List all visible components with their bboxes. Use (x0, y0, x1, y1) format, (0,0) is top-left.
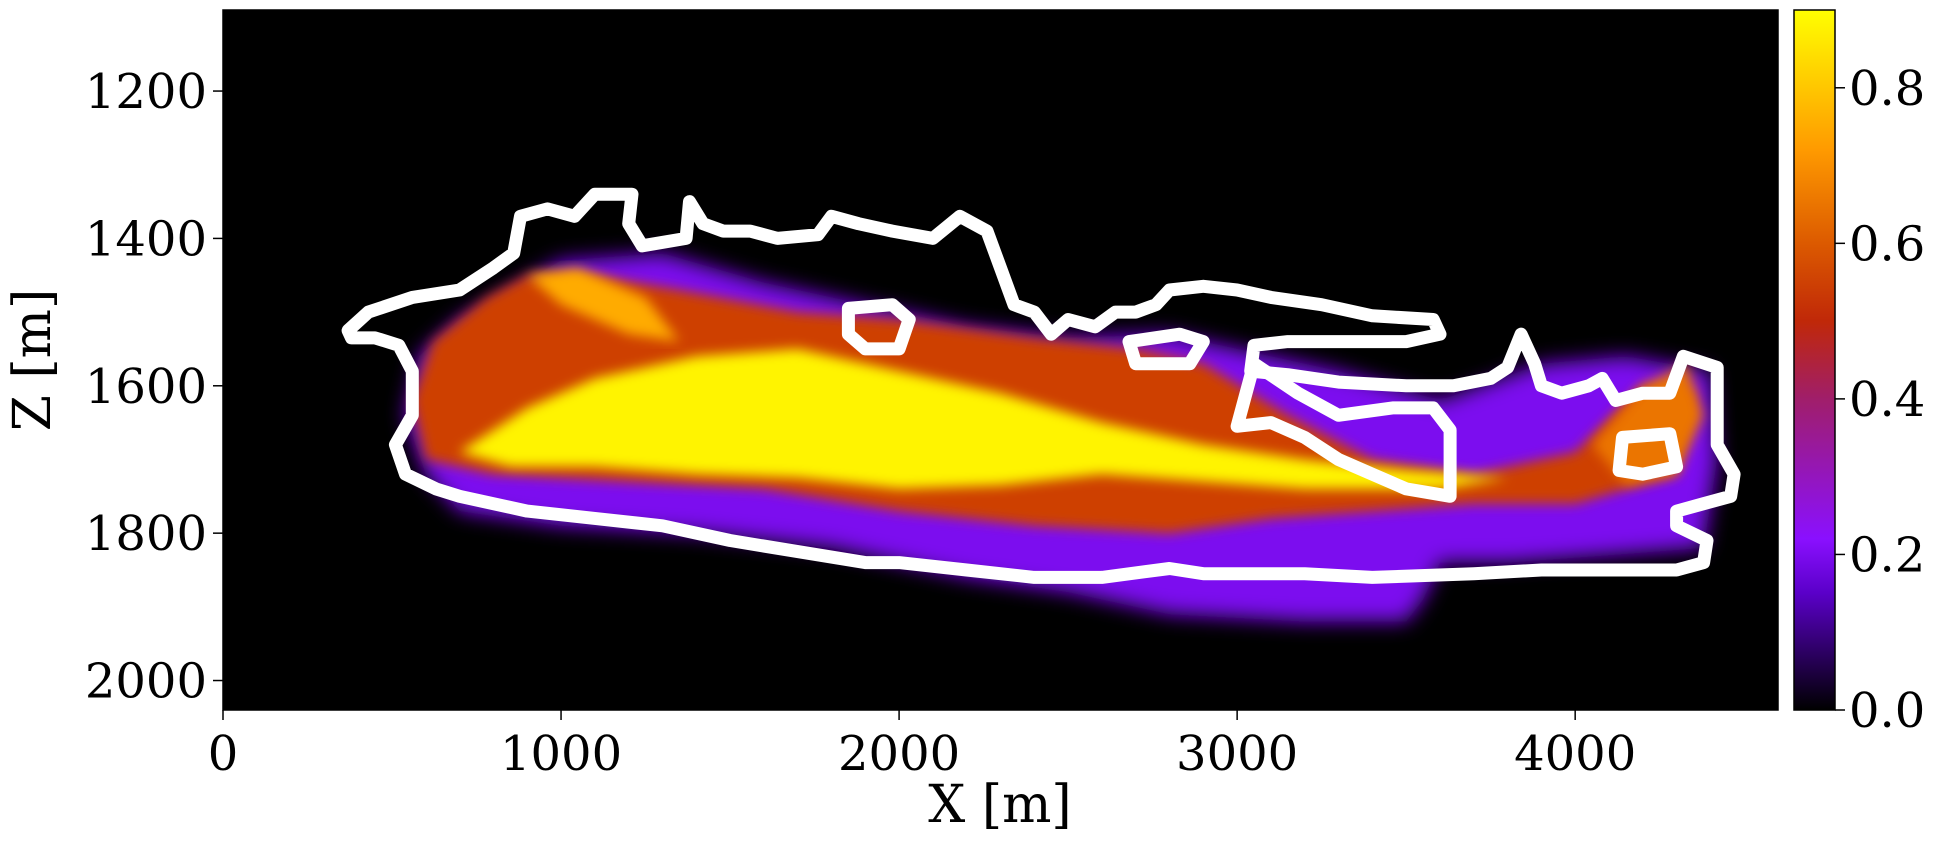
contour-inner-1 (1230, 357, 1457, 503)
y-tick-label: 2000 (85, 654, 207, 710)
x-tick-label: 2000 (838, 726, 960, 782)
colorbar-tick-label: 0.8 (1849, 61, 1925, 117)
x-axis-ticks: 0 1000 2000 3000 4000 (208, 710, 1636, 782)
x-tick-label: 4000 (1514, 726, 1636, 782)
colorbar-tick-label: 0.6 (1849, 216, 1925, 272)
plot-area (222, 9, 1779, 711)
field-region-yellow-core (459, 348, 1508, 489)
plot-frame (222, 9, 1779, 711)
contour-layer (341, 187, 1741, 584)
x-tick-label: 3000 (1176, 726, 1298, 782)
y-tick-label: 1200 (85, 64, 207, 120)
colorbar-tick-label: 0.4 (1849, 372, 1925, 428)
colorbar-gradient (1793, 9, 1836, 711)
y-tick-label: 1600 (85, 359, 207, 415)
y-tick-label: 1400 (85, 211, 207, 267)
colorbar-tick-label: 0.0 (1849, 683, 1925, 739)
x-tick-label: 1000 (500, 726, 622, 782)
field-region-upper-wing (527, 267, 680, 342)
colorbar-ticks: 0.0 0.2 0.4 0.6 0.8 (1835, 61, 1925, 739)
x-axis-label: X [m] (928, 775, 1071, 835)
contour-inner-3 (841, 298, 916, 356)
y-axis-ticks: 1200 1400 1600 1800 2000 (85, 64, 223, 710)
contour-inner-4 (1122, 327, 1210, 371)
contour-main (341, 187, 1741, 584)
colorbar: 0.0 0.2 0.4 0.6 0.8 (1793, 9, 1925, 739)
y-tick-label: 1800 (85, 506, 207, 562)
colorbar-tick-label: 0.2 (1849, 527, 1925, 583)
contour-inner-2 (1612, 427, 1684, 481)
y-axis-label: Z [m] (3, 289, 63, 432)
x-tick-label: 0 (208, 726, 239, 782)
